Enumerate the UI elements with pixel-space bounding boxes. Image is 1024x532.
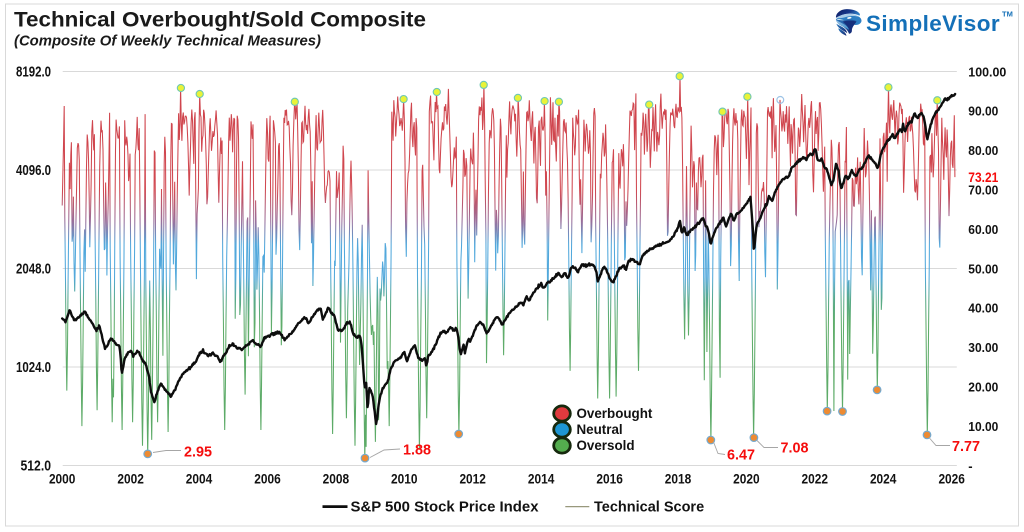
svg-text:2020: 2020 <box>733 470 760 486</box>
svg-text:S&P 500 Stock Price Index: S&P 500 Stock Price Index <box>351 500 539 516</box>
svg-text:6.47: 6.47 <box>727 447 755 464</box>
svg-text:2004: 2004 <box>186 470 213 486</box>
svg-text:Technical Score: Technical Score <box>594 500 704 516</box>
svg-text:2012: 2012 <box>459 470 486 486</box>
svg-text:1024.0: 1024.0 <box>16 359 51 376</box>
svg-text:Overbought: Overbought <box>577 406 653 421</box>
svg-text:50.00: 50.00 <box>968 261 998 276</box>
svg-text:2018: 2018 <box>665 470 692 486</box>
svg-text:1.88: 1.88 <box>403 442 431 459</box>
svg-text:2006: 2006 <box>254 470 281 486</box>
svg-text:SimpleVisor: SimpleVisor <box>866 11 1000 36</box>
svg-text:-: - <box>968 458 972 473</box>
svg-text:80.00: 80.00 <box>968 143 998 158</box>
svg-text:2000: 2000 <box>49 470 76 486</box>
svg-text:7.77: 7.77 <box>952 438 980 455</box>
svg-text:60.00: 60.00 <box>968 222 998 237</box>
svg-text:2016: 2016 <box>596 470 623 486</box>
svg-text:2024: 2024 <box>870 470 897 486</box>
svg-text:2048.0: 2048.0 <box>16 261 51 278</box>
svg-text:Oversold: Oversold <box>577 438 635 453</box>
svg-text:Technical Overbought/Sold Comp: Technical Overbought/Sold Composite <box>14 8 426 31</box>
svg-text:Neutral: Neutral <box>577 422 623 437</box>
svg-text:2010: 2010 <box>391 470 418 486</box>
svg-text:100.00: 100.00 <box>968 64 1006 79</box>
svg-text:8192.0: 8192.0 <box>16 64 51 81</box>
svg-text:2022: 2022 <box>802 470 829 486</box>
svg-text:30.00: 30.00 <box>968 340 998 355</box>
svg-text:73.21: 73.21 <box>968 170 998 185</box>
svg-text:7.08: 7.08 <box>781 440 809 457</box>
svg-text:(Composite Of Weekly Technical: (Composite Of Weekly Technical Measures) <box>14 32 321 49</box>
svg-text:90.00: 90.00 <box>968 104 998 119</box>
svg-text:2008: 2008 <box>323 470 350 486</box>
svg-text:40.00: 40.00 <box>968 301 998 316</box>
svg-text:TM: TM <box>1002 10 1013 19</box>
svg-text:2014: 2014 <box>528 470 555 486</box>
svg-text:2.95: 2.95 <box>184 444 212 461</box>
svg-text:512.0: 512.0 <box>21 458 52 475</box>
svg-text:10.00: 10.00 <box>968 419 998 434</box>
svg-text:70.00: 70.00 <box>968 183 998 198</box>
svg-text:2026: 2026 <box>938 470 965 486</box>
svg-text:2002: 2002 <box>117 470 144 486</box>
svg-text:4096.0: 4096.0 <box>16 162 51 179</box>
svg-text:20.00: 20.00 <box>968 380 998 395</box>
